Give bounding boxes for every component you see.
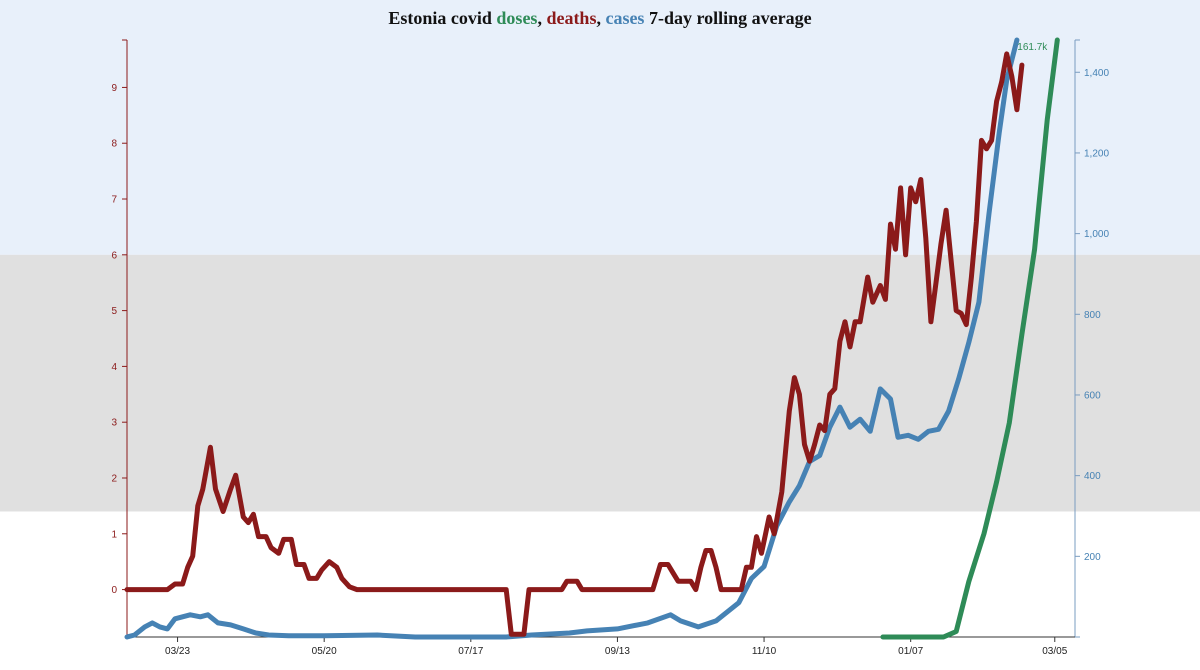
right-tick-label: 1,400 xyxy=(1084,68,1109,79)
left-tick-label: 7 xyxy=(111,195,117,206)
left-tick-label: 2 xyxy=(111,473,117,484)
title-prefix: Estonia covid xyxy=(388,8,496,28)
bottom-tick-label: 03/05 xyxy=(1042,646,1067,657)
bottom-tick-label: 01/07 xyxy=(898,646,923,657)
bottom-tick-label: 07/17 xyxy=(458,646,483,657)
right-tick-label: 200 xyxy=(1084,552,1101,563)
right-tick-label: 400 xyxy=(1084,471,1101,482)
series-lines xyxy=(124,37,1060,640)
left-tick-label: 5 xyxy=(111,306,117,317)
right-tick-label: 1,200 xyxy=(1084,148,1109,159)
left-tick-label: 6 xyxy=(111,250,117,261)
bottom-tick-label: 03/23 xyxy=(165,646,190,657)
title-sep-1: , xyxy=(537,8,546,28)
left-tick-label: 1 xyxy=(111,529,117,540)
doses-max-label: 161.7k xyxy=(1017,42,1048,53)
background-band-1 xyxy=(0,0,1200,255)
bottom-tick-label: 11/10 xyxy=(752,646,777,657)
left-tick-label: 8 xyxy=(111,139,117,150)
right-tick-label: 1,000 xyxy=(1084,229,1109,240)
title-deaths: deaths xyxy=(546,8,596,28)
left-tick-label: 9 xyxy=(111,83,117,94)
title-suffix: 7-day rolling average xyxy=(644,8,811,28)
chart-title: Estonia covid doses, deaths, cases 7-day… xyxy=(388,8,811,28)
left-tick-label: 3 xyxy=(111,418,117,429)
title-doses: doses xyxy=(496,8,537,28)
axes: 0 1 2 3 4 5 6 7 8 9 200 400 600 800 1,000 1,200 1,400 03/… xyxy=(111,39,1109,657)
bottom-tick-label: 05/20 xyxy=(312,646,337,657)
left-tick-label: 4 xyxy=(111,362,117,373)
bottom-tick-label: 09/13 xyxy=(605,646,630,657)
right-tick-label: 600 xyxy=(1084,390,1101,401)
title-cases: cases xyxy=(605,8,644,28)
background-band-2 xyxy=(0,254,1200,512)
series-line-deaths xyxy=(124,51,1025,637)
right-tick-label: 800 xyxy=(1084,310,1101,321)
series-line-doses xyxy=(880,37,1060,640)
title-sep-2: , xyxy=(596,8,605,28)
annotations: 161.7k xyxy=(1017,42,1048,53)
left-tick-label: 0 xyxy=(111,585,117,596)
series-line-cases xyxy=(124,37,1020,640)
